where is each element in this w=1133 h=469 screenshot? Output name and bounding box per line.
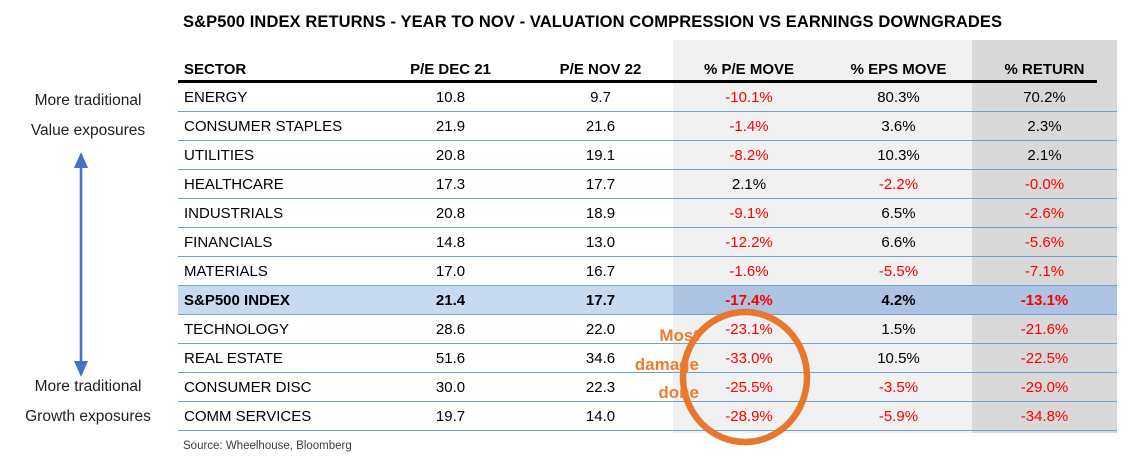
value-cell: 22.3 <box>528 372 673 402</box>
value-cell: 21.9 <box>373 111 528 141</box>
value-cell: -5.6% <box>972 227 1117 257</box>
column-header-pe-nov22: P/E NOV 22 <box>559 60 642 78</box>
value-cell: 6.6% <box>825 227 972 257</box>
value-cell: -21.6% <box>972 314 1117 344</box>
value-cell: 2.3% <box>972 111 1117 141</box>
table-row: UTILITIES 20.8 19.1 -8.2% 10.3% 2.1% <box>178 140 1117 170</box>
sector-cell: UTILITIES <box>178 140 373 170</box>
value-cell: 30.0 <box>373 372 528 402</box>
sector-cell: REAL ESTATE <box>178 343 373 373</box>
sector-cell: TECHNOLOGY <box>178 314 373 344</box>
value-cell: 51.6 <box>373 343 528 373</box>
value-cell: 22.0 <box>528 314 673 344</box>
source-attribution: Source: Wheelhouse, Bloomberg <box>183 440 352 452</box>
column-header-pe-move: % P/E MOVE <box>703 60 795 78</box>
value-cell: 19.1 <box>528 140 673 170</box>
column-header-eps-move: % EPS MOVE <box>850 60 947 78</box>
value-cell: -10.1% <box>673 83 825 112</box>
sector-cell: ENERGY <box>178 83 373 112</box>
value-cell: 80.3% <box>825 83 972 112</box>
value-cell: -3.5% <box>825 372 972 402</box>
value-cell: -2.6% <box>972 198 1117 228</box>
value-cell: 6.5% <box>825 198 972 228</box>
column-header-sector: SECTOR <box>184 60 247 78</box>
sector-cell: INDUSTRIALS <box>178 198 373 228</box>
value-cell: -22.5% <box>972 343 1117 373</box>
value-cell: 17.7 <box>528 169 673 199</box>
value-cell: 18.9 <box>528 198 673 228</box>
value-cell: 14.8 <box>373 227 528 257</box>
value-cell: 14.0 <box>528 401 673 431</box>
value-cell: 19.7 <box>373 401 528 431</box>
value-cell: -5.5% <box>825 256 972 286</box>
value-growth-axis-arrow-icon <box>74 152 88 377</box>
value-cell: -29.0% <box>972 372 1117 402</box>
value-cell: 21.6 <box>528 111 673 141</box>
table-row: ENERGY 10.8 9.7 -10.1% 80.3% 70.2% <box>178 83 1117 112</box>
value-cell: -12.2% <box>673 227 825 257</box>
table-row: MATERIALS 17.0 16.7 -1.6% -5.5% -7.1% <box>178 256 1117 286</box>
header-underline <box>178 80 1097 83</box>
value-cell: 16.7 <box>528 256 673 286</box>
value-cell: 10.3% <box>825 140 972 170</box>
value-cell: 34.6 <box>528 343 673 373</box>
value-cell: 17.7 <box>528 285 673 315</box>
table-header-row: SECTOR P/E DEC 21 P/E NOV 22 % P/E MOVE … <box>178 55 1117 83</box>
sector-cell: CONSUMER STAPLES <box>178 111 373 141</box>
growth-exposures-label: More traditional Growth exposures <box>25 378 151 425</box>
table-row: CONSUMER STAPLES 21.9 21.6 -1.4% 3.6% 2.3% <box>178 111 1117 141</box>
table-row: HEALTHCARE 17.3 17.7 2.1% -2.2% -0.0% <box>178 169 1117 199</box>
value-cell: -9.1% <box>673 198 825 228</box>
value-cell: -1.6% <box>673 256 825 286</box>
value-cell: 9.7 <box>528 83 673 112</box>
value-cell: 21.4 <box>373 285 528 315</box>
column-header-return: % RETURN <box>1004 60 1085 78</box>
value-cell: 13.0 <box>528 227 673 257</box>
value-cell: 20.8 <box>373 198 528 228</box>
value-cell: -34.8% <box>972 401 1117 431</box>
value-cell: 2.1% <box>972 140 1117 170</box>
value-cell: 10.5% <box>825 343 972 373</box>
sector-cell: FINANCIALS <box>178 227 373 257</box>
value-cell: 17.3 <box>373 169 528 199</box>
value-cell: 70.2% <box>972 83 1117 112</box>
sector-cell: HEALTHCARE <box>178 169 373 199</box>
value-cell: 10.8 <box>373 83 528 112</box>
value-cell: -8.2% <box>673 140 825 170</box>
sector-cell: MATERIALS <box>178 256 373 286</box>
value-cell: -5.9% <box>825 401 972 431</box>
table-row: FINANCIALS 14.8 13.0 -12.2% 6.6% -5.6% <box>178 227 1117 257</box>
value-cell: 1.5% <box>825 314 972 344</box>
table-row: INDUSTRIALS 20.8 18.9 -9.1% 6.5% -2.6% <box>178 198 1117 228</box>
table-row-sp500-index: S&P500 INDEX 21.4 17.7 -17.4% 4.2% -13.1% <box>178 285 1117 315</box>
value-cell: 28.6 <box>373 314 528 344</box>
value-cell: 4.2% <box>825 285 972 315</box>
value-cell: 3.6% <box>825 111 972 141</box>
sector-cell: COMM SERVICES <box>178 401 373 431</box>
value-cell: -13.1% <box>972 285 1117 315</box>
value-exposures-label: More traditional Value exposures <box>30 92 146 139</box>
column-header-pe-dec21: P/E DEC 21 <box>410 60 491 78</box>
sector-cell: S&P500 INDEX <box>178 285 373 315</box>
value-cell: -2.2% <box>825 169 972 199</box>
value-cell: -7.1% <box>972 256 1117 286</box>
page-title: S&P500 INDEX RETURNS - YEAR TO NOV - VAL… <box>183 13 1003 31</box>
value-cell: 20.8 <box>373 140 528 170</box>
most-damage-done-note: Most damage done <box>634 326 699 402</box>
value-cell: -0.0% <box>972 169 1117 199</box>
value-cell: -1.4% <box>673 111 825 141</box>
sector-cell: CONSUMER DISC <box>178 372 373 402</box>
value-cell: 17.0 <box>373 256 528 286</box>
value-cell: -17.4% <box>673 285 825 315</box>
value-cell: 2.1% <box>673 169 825 199</box>
